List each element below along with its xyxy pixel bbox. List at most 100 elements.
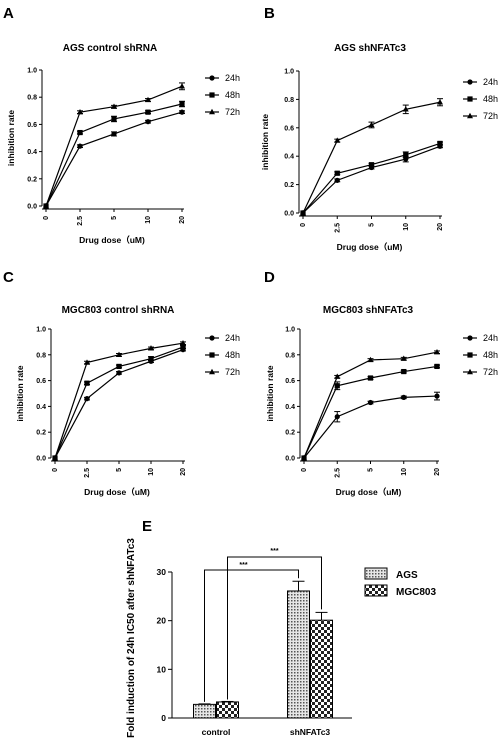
series-72h <box>301 349 440 461</box>
y-axis-label: inhibition rate <box>6 110 16 166</box>
y-axis-label: inhibition rate <box>265 365 275 421</box>
y-tick-label: 0.6 <box>284 125 294 132</box>
y-tick-label: 1.0 <box>36 327 46 334</box>
chart-c: C MGC803 control shRNA 0.0 0.2 0.4 0.6 0.8 1.0 0… <box>3 269 240 497</box>
data-point <box>368 162 375 168</box>
legend-marker <box>209 108 215 115</box>
data-point <box>334 414 340 420</box>
data-point <box>434 393 440 399</box>
legend-label: 48h <box>483 350 498 360</box>
series-72h <box>52 339 186 461</box>
y-tick-label: 0.6 <box>27 122 37 129</box>
legend-label: 48h <box>225 90 240 100</box>
data-point <box>84 396 90 402</box>
x-tick-label: shNFATc3 <box>290 727 331 737</box>
legend-marker <box>467 79 473 85</box>
y-tick-label: 30 <box>157 567 167 577</box>
legend-marker <box>467 335 473 341</box>
data-point <box>43 202 49 209</box>
legend-swatch <box>364 567 388 580</box>
data-point <box>402 106 409 112</box>
data-point <box>77 129 83 136</box>
data-point <box>334 170 340 176</box>
chart-d: D MGC803 shNFATc3 0.0 0.2 0.4 0.6 0.8 1.0 0 2.5 5 1… <box>264 269 498 497</box>
x-axis-label: Drug dose（uM) <box>337 242 403 252</box>
x-tick-label: 2.5 <box>334 223 341 233</box>
legend-label: 72h <box>225 367 240 377</box>
legend-marker <box>209 335 215 341</box>
data-point <box>116 351 122 357</box>
data-point <box>77 108 83 115</box>
y-axis-label: Fold induction of 24h IC50 after shNFATc… <box>126 538 137 738</box>
y-tick-label: 0.0 <box>27 204 37 211</box>
data-point <box>434 349 440 355</box>
legend-label: 24h <box>225 333 240 343</box>
y-tick-label: 1.0 <box>285 327 295 334</box>
data-point <box>434 363 440 370</box>
data-point <box>403 152 409 158</box>
data-point <box>368 121 375 128</box>
x-tick-label: control <box>202 727 231 737</box>
series-48h <box>301 363 440 461</box>
series-line <box>54 342 184 459</box>
data-point <box>437 99 443 105</box>
legend-label: 24h <box>483 77 498 87</box>
data-point <box>367 356 374 363</box>
data-point <box>301 454 307 461</box>
y-axis-label: inhibition rate <box>260 114 270 170</box>
legend-marker <box>467 368 473 375</box>
bar <box>287 590 310 719</box>
data-point <box>334 137 341 143</box>
legend-marker <box>467 112 473 119</box>
y-tick-label: 10 <box>157 664 167 674</box>
y-tick-label: 0.2 <box>36 430 46 437</box>
y-tick-label: 0.4 <box>27 149 37 156</box>
x-tick-label: 2.5 <box>84 468 91 478</box>
x-tick-label: 10 <box>148 468 155 476</box>
data-point <box>145 109 151 115</box>
data-point <box>148 345 154 351</box>
chart-title: MGC803 shNFATc3 <box>323 305 414 316</box>
y-tick-label: 0.0 <box>285 456 295 463</box>
data-point <box>180 344 186 350</box>
panel-label: A <box>3 5 14 22</box>
x-axis-label: Drug dose（uM) <box>79 235 145 245</box>
y-tick-label: 0.8 <box>27 95 37 102</box>
chart-title: MGC803 control shRNA <box>62 305 175 316</box>
series-48h <box>52 344 186 461</box>
data-point <box>111 103 117 109</box>
legend-label: 24h <box>483 333 498 343</box>
legend-label: 72h <box>225 107 240 117</box>
panel-label: D <box>264 269 275 286</box>
significance-bracket <box>227 556 322 700</box>
y-tick-label: 0.4 <box>36 404 46 411</box>
y-tick-label: 0.6 <box>285 378 295 385</box>
y-axis-label: inhibition rate <box>15 365 25 421</box>
x-tick-label: 0 <box>301 468 308 472</box>
significance-label: *** <box>239 562 247 569</box>
bar-series-MGC803 <box>216 611 333 719</box>
y-tick-label: 0.2 <box>285 430 295 437</box>
data-point <box>179 109 185 115</box>
x-tick-label: 10 <box>401 468 408 476</box>
data-point <box>84 380 90 386</box>
data-point <box>145 119 151 125</box>
data-point <box>148 356 154 362</box>
legend-label: 72h <box>483 367 498 377</box>
x-tick-label: 10 <box>403 223 410 231</box>
y-tick-label: 0.8 <box>284 97 294 104</box>
legend-swatch <box>364 584 388 597</box>
chart-e: E 0 10 20 30 Fold induction of 24h IC50 after… <box>126 518 436 738</box>
y-tick-label: 0.8 <box>285 352 295 359</box>
x-tick-label: 20 <box>180 468 187 476</box>
y-tick-label: 0.2 <box>284 182 294 189</box>
series-24h <box>300 143 443 216</box>
y-tick-label: 0.4 <box>285 404 295 411</box>
series-72h <box>300 98 443 216</box>
x-tick-label: 20 <box>434 468 441 476</box>
data-point <box>367 375 374 381</box>
x-axis-label: Drug dose（uM) <box>336 487 402 497</box>
x-axis-label: Drug dose（uM) <box>84 487 150 497</box>
x-tick-label: 0 <box>300 223 307 227</box>
